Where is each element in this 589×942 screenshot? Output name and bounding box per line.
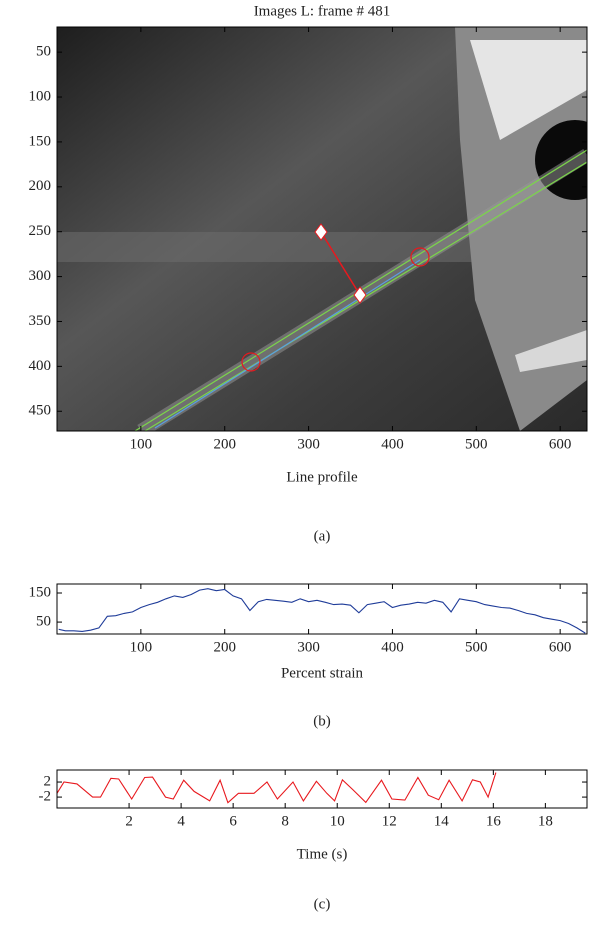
x-tick-label: 2 xyxy=(125,813,133,829)
x-tick-label: 600 xyxy=(549,639,572,655)
axes-box xyxy=(56,769,588,809)
y-tick-label: 300 xyxy=(29,268,52,284)
x-tick-label: 500 xyxy=(465,639,488,655)
y-tick-label: 350 xyxy=(29,313,52,329)
panel-label: (a) xyxy=(314,528,331,544)
x-tick-label: 18 xyxy=(538,813,553,829)
data-line xyxy=(56,772,497,804)
x-tick-label: 200 xyxy=(213,436,236,452)
x-tick-label: 600 xyxy=(549,436,572,452)
chart-title: Images L: frame # 481 xyxy=(254,3,391,19)
data-line xyxy=(58,588,586,634)
x-tick-label: 300 xyxy=(297,639,320,655)
x-tick-label: 100 xyxy=(130,639,153,655)
x-tick-label: 400 xyxy=(381,639,404,655)
y-tick-label: 2 xyxy=(44,773,52,789)
y-tick-label: 100 xyxy=(29,88,52,104)
x-tick-label: 10 xyxy=(330,813,345,829)
axes-box xyxy=(56,26,588,432)
y-tick-label: 450 xyxy=(29,403,52,419)
x-tick-label: 14 xyxy=(434,813,450,829)
y-tick-label: 150 xyxy=(29,584,52,600)
x-axis-label: Line profile xyxy=(286,469,358,485)
x-tick-label: 100 xyxy=(130,436,153,452)
y-tick-label: 400 xyxy=(29,358,52,374)
x-tick-label: 300 xyxy=(297,436,320,452)
y-tick-label: 50 xyxy=(36,44,51,60)
panel-label: (c) xyxy=(314,896,331,912)
x-tick-label: 4 xyxy=(177,813,185,829)
y-tick-label: 200 xyxy=(29,178,52,194)
y-tick-label: 250 xyxy=(29,223,52,239)
x-tick-label: 16 xyxy=(486,813,502,829)
x-axis-label: Time (s) xyxy=(297,846,348,862)
photo xyxy=(57,27,587,431)
x-tick-label: 8 xyxy=(281,813,289,829)
x-tick-label: 500 xyxy=(465,436,488,452)
y-tick-label: 50 xyxy=(36,614,51,630)
x-tick-label: 6 xyxy=(229,813,237,829)
axes-box xyxy=(56,583,588,635)
x-tick-label: 200 xyxy=(213,639,236,655)
x-tick-label: 400 xyxy=(381,436,404,452)
y-tick-label: 150 xyxy=(29,133,52,149)
x-axis-label: Percent strain xyxy=(281,665,364,681)
x-tick-label: 12 xyxy=(382,813,397,829)
panel-label: (b) xyxy=(313,713,331,729)
y-tick-label: -2 xyxy=(39,789,52,805)
